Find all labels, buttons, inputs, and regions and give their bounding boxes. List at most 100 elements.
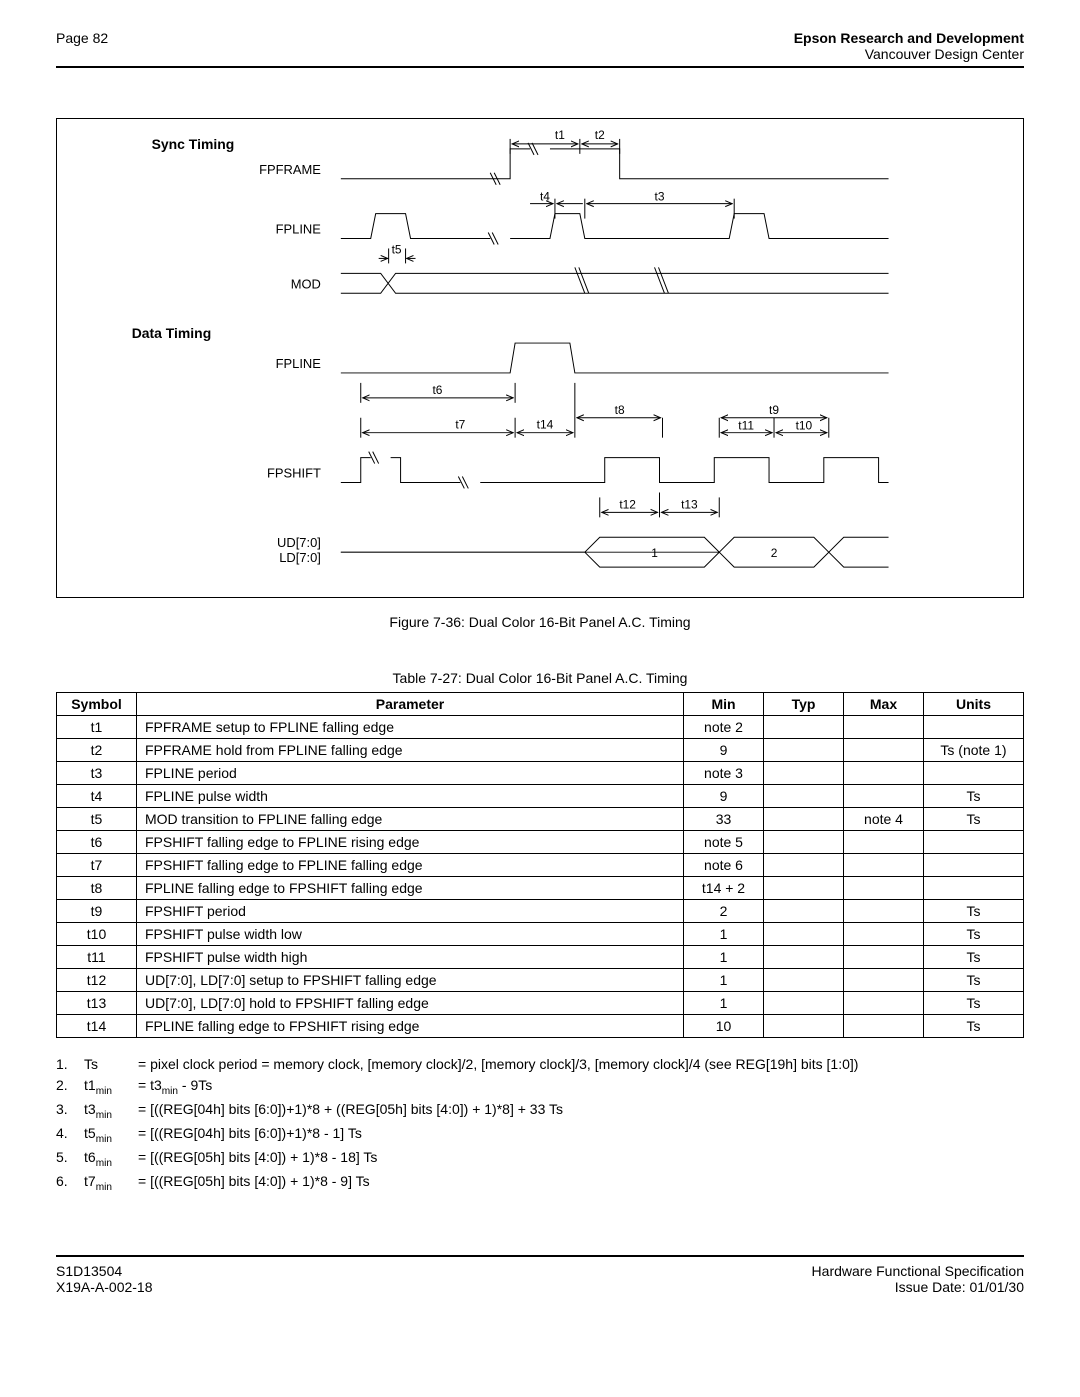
cell-min: note 3: [684, 762, 764, 785]
note-row: 1.Ts= pixel clock period = memory clock,…: [56, 1054, 1024, 1075]
footer-left2: X19A-A-002-18: [56, 1279, 153, 1295]
cell-typ: [764, 831, 844, 854]
note-key: t7min: [84, 1171, 138, 1195]
cell-param: UD[7:0], LD[7:0] setup to FPSHIFT fallin…: [137, 969, 684, 992]
cell-max: [844, 992, 924, 1015]
t12-label: t12: [619, 497, 636, 511]
note-num: 2.: [56, 1075, 84, 1099]
cell-units: Ts: [924, 992, 1024, 1015]
table-row: t9FPSHIFT period2Ts: [57, 900, 1024, 923]
cell-min: 33: [684, 808, 764, 831]
cell-units: [924, 716, 1024, 739]
table-row: t5MOD transition to FPLINE falling edge3…: [57, 808, 1024, 831]
cell-sym: t3: [57, 762, 137, 785]
cell-typ: [764, 716, 844, 739]
t14-label: t14: [537, 418, 554, 432]
timing-table: Symbol Parameter Min Typ Max Units t1FPF…: [56, 692, 1024, 1038]
cell-max: [844, 716, 924, 739]
th-min: Min: [684, 693, 764, 716]
cell-sym: t8: [57, 877, 137, 900]
page-footer: S1D13504 X19A-A-002-18 Hardware Function…: [56, 1255, 1024, 1295]
cell-units: [924, 762, 1024, 785]
table-row: t7FPSHIFT falling edge to FPLINE falling…: [57, 854, 1024, 877]
cell-param: FPFRAME setup to FPLINE falling edge: [137, 716, 684, 739]
sig-ld: LD[7:0]: [279, 550, 321, 565]
note-num: 3.: [56, 1099, 84, 1123]
cell-min: 10: [684, 1015, 764, 1038]
cell-param: FPSHIFT pulse width low: [137, 923, 684, 946]
note-val: = pixel clock period = memory clock, [me…: [138, 1054, 1024, 1075]
cell-typ: [764, 946, 844, 969]
cell-sym: t9: [57, 900, 137, 923]
cell-max: [844, 762, 924, 785]
data1: 1: [651, 546, 658, 560]
sig-ud: UD[7:0]: [277, 535, 321, 550]
cell-units: Ts: [924, 923, 1024, 946]
cell-min: 9: [684, 785, 764, 808]
cell-units: [924, 831, 1024, 854]
cell-typ: [764, 762, 844, 785]
cell-param: FPSHIFT pulse width high: [137, 946, 684, 969]
t7-label: t7: [455, 418, 465, 432]
figure-caption: Figure 7-36: Dual Color 16-Bit Panel A.C…: [56, 614, 1024, 630]
table-row: t2FPFRAME hold from FPLINE falling edge9…: [57, 739, 1024, 762]
note-key: Ts: [84, 1054, 138, 1075]
table-row: t1FPFRAME setup to FPLINE falling edgeno…: [57, 716, 1024, 739]
note-key: t3min: [84, 1099, 138, 1123]
cell-max: [844, 946, 924, 969]
cell-max: [844, 785, 924, 808]
org-name: Epson Research and Development: [794, 30, 1024, 46]
th-symbol: Symbol: [57, 693, 137, 716]
cell-units: [924, 877, 1024, 900]
cell-typ: [764, 808, 844, 831]
note-val: = t3min - 9Ts: [138, 1075, 1024, 1099]
cell-max: [844, 969, 924, 992]
note-key: t6min: [84, 1147, 138, 1171]
cell-param: FPSHIFT period: [137, 900, 684, 923]
t4-label: t4: [540, 190, 550, 204]
cell-typ: [764, 877, 844, 900]
table-row: t6FPSHIFT falling edge to FPLINE rising …: [57, 831, 1024, 854]
table-row: t11FPSHIFT pulse width high1Ts: [57, 946, 1024, 969]
sig-fpframe: FPFRAME: [259, 162, 321, 177]
cell-max: [844, 900, 924, 923]
note-val: = [((REG[05h] bits [4:0]) + 1)*8 - 18] T…: [138, 1147, 1024, 1171]
t11-label: t11: [738, 419, 754, 433]
cell-param: FPLINE falling edge to FPSHIFT falling e…: [137, 877, 684, 900]
table-row: t8FPLINE falling edge to FPSHIFT falling…: [57, 877, 1024, 900]
cell-param: FPFRAME hold from FPLINE falling edge: [137, 739, 684, 762]
note-row: 6.t7min= [((REG[05h] bits [4:0]) + 1)*8 …: [56, 1171, 1024, 1195]
cell-max: note 4: [844, 808, 924, 831]
cell-units: Ts (note 1): [924, 739, 1024, 762]
cell-sym: t10: [57, 923, 137, 946]
t8-label: t8: [615, 403, 625, 417]
cell-min: t14 + 2: [684, 877, 764, 900]
footer-right1: Hardware Functional Specification: [812, 1263, 1024, 1279]
t13-label: t13: [681, 497, 698, 511]
cell-typ: [764, 854, 844, 877]
cell-param: MOD transition to FPLINE falling edge: [137, 808, 684, 831]
table-row: t4FPLINE pulse width9Ts: [57, 785, 1024, 808]
cell-sym: t11: [57, 946, 137, 969]
cell-sym: t1: [57, 716, 137, 739]
cell-min: note 5: [684, 831, 764, 854]
cell-units: Ts: [924, 969, 1024, 992]
cell-min: 9: [684, 739, 764, 762]
cell-sym: t14: [57, 1015, 137, 1038]
th-units: Units: [924, 693, 1024, 716]
th-typ: Typ: [764, 693, 844, 716]
cell-units: Ts: [924, 785, 1024, 808]
cell-param: FPSHIFT falling edge to FPLINE rising ed…: [137, 831, 684, 854]
org-sub: Vancouver Design Center: [794, 46, 1024, 62]
cell-param: FPSHIFT falling edge to FPLINE falling e…: [137, 854, 684, 877]
note-val: = [((REG[05h] bits [4:0]) + 1)*8 - 9] Ts: [138, 1171, 1024, 1195]
table-row: t3FPLINE periodnote 3: [57, 762, 1024, 785]
cell-typ: [764, 992, 844, 1015]
cell-units: Ts: [924, 808, 1024, 831]
cell-typ: [764, 923, 844, 946]
table-row: t12UD[7:0], LD[7:0] setup to FPSHIFT fal…: [57, 969, 1024, 992]
cell-sym: t6: [57, 831, 137, 854]
note-num: 4.: [56, 1123, 84, 1147]
page-number: Page 82: [56, 30, 108, 46]
cell-units: Ts: [924, 946, 1024, 969]
